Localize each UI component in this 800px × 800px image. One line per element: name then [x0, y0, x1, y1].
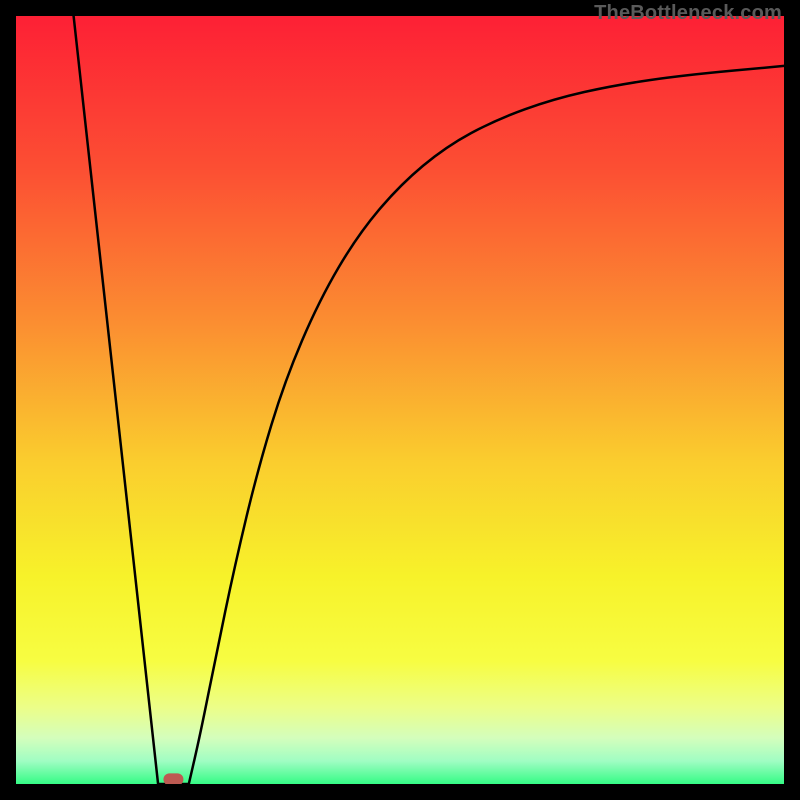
optimal-marker	[163, 773, 183, 785]
chart-svg	[0, 0, 800, 800]
bottleneck-chart: TheBottleneck.com	[0, 0, 800, 800]
watermark-text: TheBottleneck.com	[594, 2, 782, 25]
plot-background	[16, 16, 784, 784]
